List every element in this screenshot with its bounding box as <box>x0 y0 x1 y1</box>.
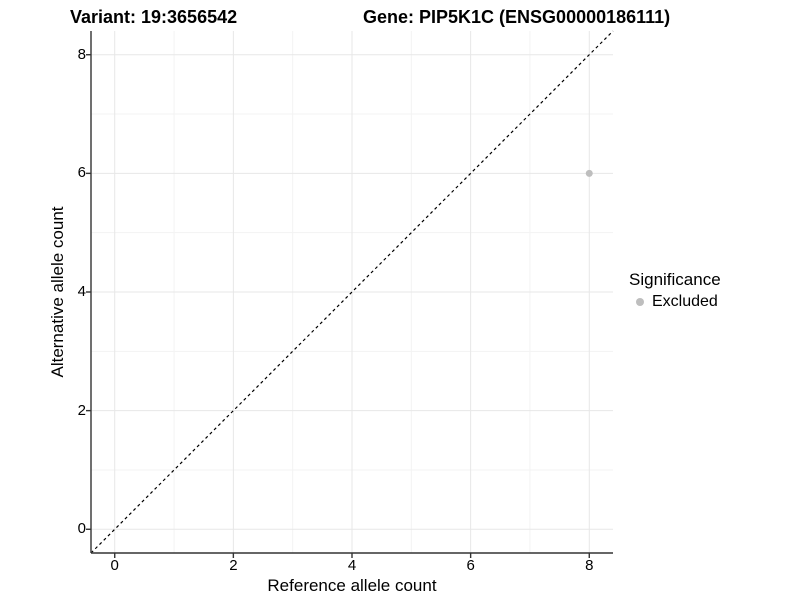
y-axis-title: Alternative allele count <box>48 206 67 378</box>
y-tick-label: 6 <box>77 164 86 182</box>
x-tick-label: 0 <box>110 557 119 574</box>
x-axis-title: Reference allele count <box>267 576 437 595</box>
legend-point-icon <box>636 298 644 306</box>
x-tick-label: 4 <box>347 557 357 574</box>
legend: Significance Excluded <box>629 270 721 311</box>
x-tick-label: 8 <box>585 557 594 574</box>
x-tick-label: 2 <box>229 557 238 574</box>
x-tick-label: 6 <box>466 557 475 574</box>
legend-item-label: Excluded <box>652 293 718 310</box>
legend-title: Significance <box>629 270 721 289</box>
y-tick-label: 4 <box>77 283 86 300</box>
gene-title: Gene: PIP5K1C (ENSG00000186111) <box>363 7 671 27</box>
variant-title: Variant: 19:3656542 <box>70 7 238 27</box>
y-tick-label: 8 <box>77 45 86 63</box>
data-point-excluded <box>585 169 593 177</box>
y-tick-label: 0 <box>77 520 86 538</box>
y-tick-label: 2 <box>77 401 86 419</box>
legend-item-excluded: Excluded <box>629 293 721 311</box>
